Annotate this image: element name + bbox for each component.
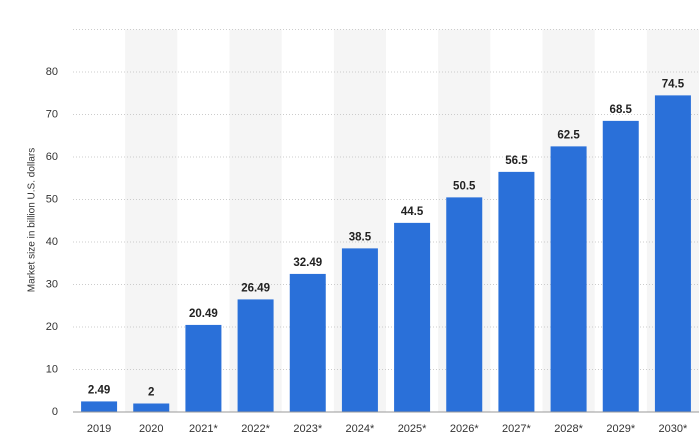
bar — [341, 248, 378, 412]
x-tick-label: 2028* — [554, 423, 583, 435]
value-label: 44.5 — [401, 206, 424, 218]
value-label: 20.49 — [189, 308, 218, 320]
value-label: 74.5 — [662, 78, 685, 90]
y-tick-label: 60 — [46, 151, 58, 163]
value-label: 62.5 — [557, 129, 580, 141]
bar — [185, 324, 222, 412]
y-axis-label: Market size in billion U.S. dollars — [27, 148, 38, 293]
x-tick-label: 2029* — [606, 423, 635, 435]
y-tick-label: 40 — [46, 236, 58, 248]
y-tick-label: 20 — [46, 321, 58, 333]
value-label: 50.5 — [453, 180, 476, 192]
value-label: 38.5 — [349, 231, 372, 243]
bar — [498, 171, 535, 412]
column-stripe — [125, 29, 178, 412]
value-label: 56.5 — [505, 155, 528, 167]
bar — [81, 401, 118, 412]
bar — [237, 299, 274, 412]
y-tick-label: 50 — [46, 193, 58, 205]
x-tick-label: 2026* — [450, 423, 479, 435]
value-label: 2 — [148, 387, 154, 399]
x-tick-label: 2022* — [241, 423, 270, 435]
y-tick-label: 10 — [46, 363, 58, 375]
x-tick-label: 2019 — [87, 423, 111, 435]
x-tick-label: 2021* — [189, 423, 218, 435]
value-label: 32.49 — [293, 257, 322, 269]
y-tick-label: 0 — [52, 406, 58, 418]
x-tick-label: 2020 — [139, 423, 163, 435]
bar — [654, 95, 691, 412]
x-tick-label: 2025* — [398, 423, 427, 435]
x-tick-label: 2027* — [502, 423, 531, 435]
y-tick-label: 70 — [46, 108, 58, 120]
bar — [394, 222, 431, 412]
bar — [446, 197, 483, 412]
x-tick-label: 2024* — [346, 423, 375, 435]
value-label: 2.49 — [88, 384, 110, 396]
x-tick-label: 2030* — [659, 423, 688, 435]
bar — [602, 120, 639, 412]
y-tick-label: 30 — [46, 278, 58, 290]
bar — [133, 403, 170, 412]
value-label: 26.49 — [241, 282, 270, 294]
value-label: 68.5 — [610, 104, 633, 116]
bar — [550, 146, 587, 412]
y-tick-label: 80 — [46, 66, 58, 78]
bar — [289, 273, 326, 412]
x-tick-label: 2023* — [293, 423, 322, 435]
